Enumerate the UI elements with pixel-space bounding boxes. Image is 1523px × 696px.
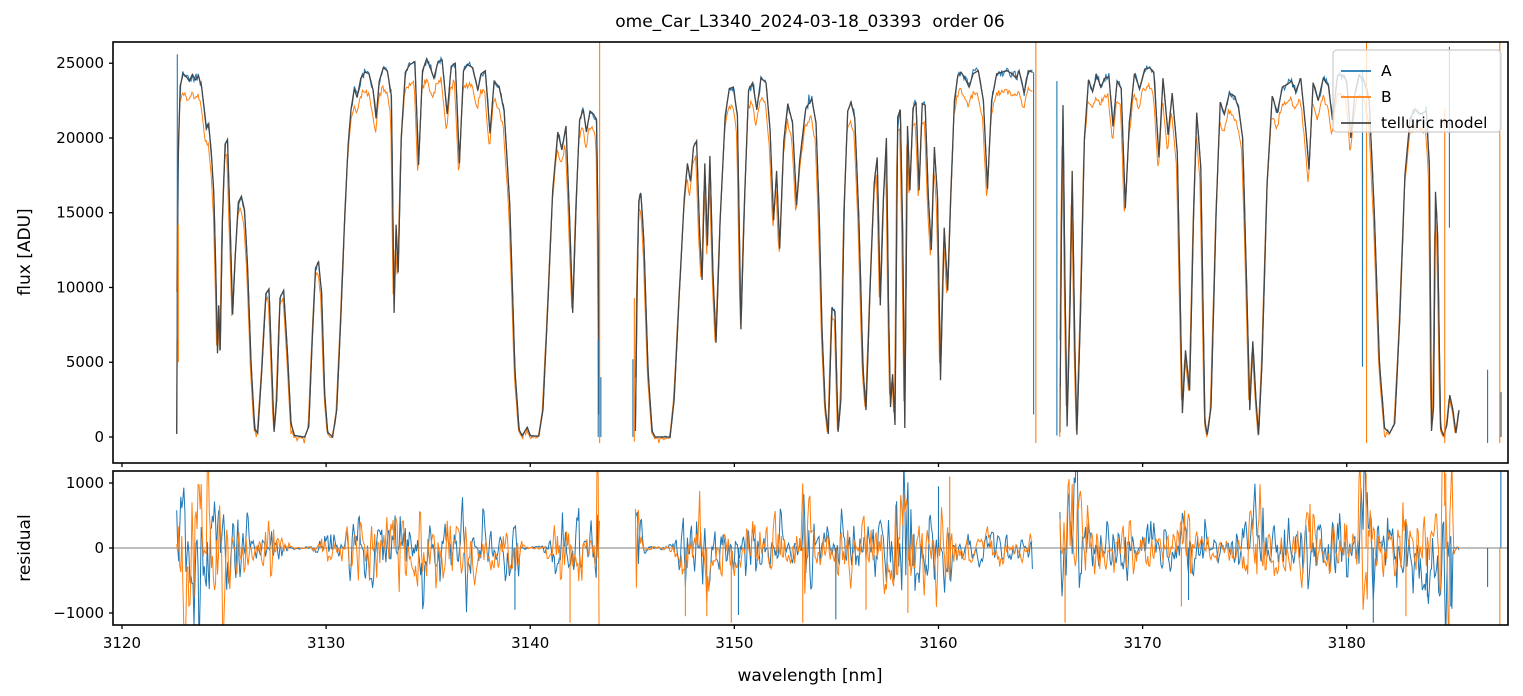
flux-tick-label: 5000 [66,353,104,371]
x-tick-label: 3120 [103,634,141,652]
x-tick-label: 3170 [1124,634,1162,652]
residual-a-seg3 [1059,471,1460,625]
legend-box [1332,49,1502,133]
telluric-model-seg2 [634,68,1034,438]
residual-tick-label: 0 [94,539,104,557]
x-axis-label: wavelength [nm] [737,666,882,686]
x-tick-label: 3130 [307,634,345,652]
flux-panel-spine [112,41,1509,464]
legend: A B telluric model [1332,49,1502,133]
flux-tick-label: 10000 [56,278,104,296]
flux-tick-label: 25000 [56,54,104,72]
legend-label-telluric: telluric model [1381,114,1487,132]
legend-label-b: B [1381,88,1392,106]
residual-b-seg1 [176,471,600,625]
residual-axis-label: residual [15,514,35,581]
telluric-model-seg1 [176,56,600,439]
flux-tick-label: 15000 [56,204,104,222]
residual-tick-label: 1000 [66,474,104,492]
residual-tick-label: −1000 [53,604,104,622]
flux-tick-label: 20000 [56,129,104,147]
flux-tick-label: 0 [94,428,104,446]
chart-title: ome_Car_L3340_2024-03-18_03393 order 06 [615,12,1004,32]
residual-b-seg3 [1059,471,1460,625]
x-tick-label: 3160 [919,634,957,652]
residual-panel-series [176,471,1502,625]
legend-label-a: A [1381,62,1392,80]
residual-b-seg2 [634,483,1033,607]
x-tick-label: 3140 [511,634,549,652]
x-tick-label: 3180 [1328,634,1366,652]
x-tick-label: 3150 [715,634,753,652]
series-b-seg1 [176,76,600,444]
telluric-model-seg3 [1059,66,1460,438]
flux-axis-label: flux [ADU] [15,208,35,295]
residual-panel-spine [112,470,1509,626]
